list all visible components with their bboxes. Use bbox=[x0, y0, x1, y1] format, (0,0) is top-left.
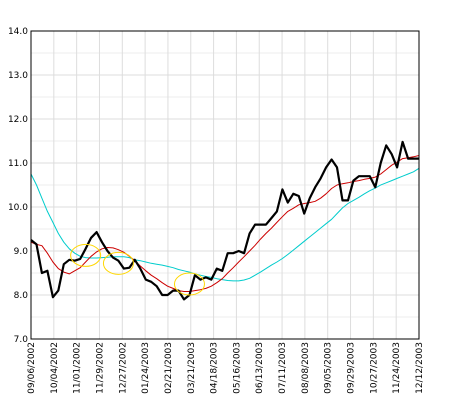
x-tick-label: 02/21/2003 bbox=[164, 342, 174, 394]
x-tick-label: 10/04/2002 bbox=[50, 342, 60, 394]
annotation-ellipse bbox=[70, 243, 102, 267]
y-tick-label: 9.0 bbox=[14, 247, 29, 257]
x-tick-label: 09/06/2002 bbox=[27, 342, 37, 394]
annotation-ellipse bbox=[173, 272, 205, 296]
series-line-0 bbox=[30, 140, 419, 301]
y-tick-label: 12.0 bbox=[8, 115, 28, 125]
x-tick-label: 01/24/2003 bbox=[141, 342, 151, 394]
y-tick-label: 10.0 bbox=[8, 203, 28, 213]
x-tick-label: 05/16/2003 bbox=[232, 342, 242, 394]
annotations bbox=[70, 243, 205, 296]
y-tick-label: 11.0 bbox=[8, 159, 28, 169]
x-tick-label: 09/29/2003 bbox=[347, 342, 357, 394]
x-tick-label: 12/12/2003 bbox=[415, 342, 425, 394]
x-tick-label: 09/05/2003 bbox=[324, 342, 334, 394]
y-tick-label: 7.0 bbox=[14, 335, 29, 345]
x-tick-label: 11/01/2002 bbox=[73, 342, 83, 394]
y-tick-label: 8.0 bbox=[14, 291, 29, 301]
x-axis-ticks: 09/06/2002 10/04/2002 11/01/2002 11/29/2002… bbox=[27, 342, 425, 394]
y-tick-label: 14.0 bbox=[8, 27, 28, 37]
plot-frame bbox=[30, 30, 420, 340]
annotation-ellipse bbox=[102, 251, 134, 275]
y-axis-ticks: 7.0 8.0 9.0 10.0 11.0 12.0 13.0 14.0 bbox=[8, 27, 28, 345]
x-tick-label: 10/27/2003 bbox=[369, 342, 379, 394]
x-tick-label: 07/11/2003 bbox=[278, 342, 288, 394]
x-tick-label: 11/29/2002 bbox=[95, 342, 105, 394]
x-tick-label: 06/13/2003 bbox=[255, 342, 265, 394]
x-tick-label: 11/24/2003 bbox=[392, 342, 402, 394]
x-tick-label: 03/21/2003 bbox=[187, 342, 197, 394]
series-lines bbox=[30, 140, 420, 301]
y-tick-label: 13.0 bbox=[8, 71, 28, 81]
x-tick-label: 12/27/2002 bbox=[118, 342, 128, 394]
series-line-2 bbox=[30, 167, 420, 282]
x-tick-label: 08/08/2003 bbox=[301, 342, 311, 394]
x-tick-label: 04/18/2003 bbox=[210, 342, 220, 394]
